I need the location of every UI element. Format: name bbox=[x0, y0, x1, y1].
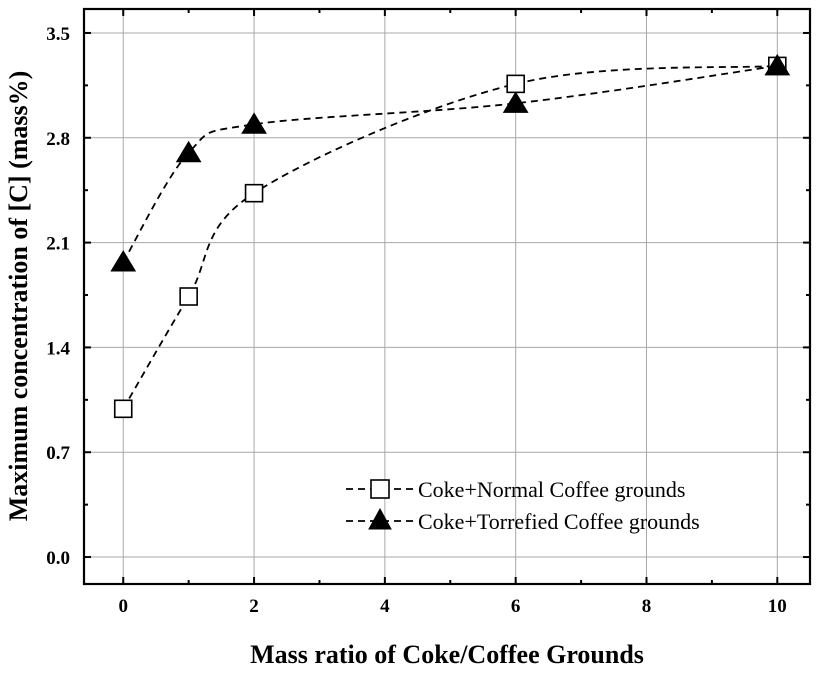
series-line-torrefied bbox=[122, 65, 778, 263]
x-tick-label: 0 bbox=[118, 596, 128, 617]
data-point-torrefied bbox=[175, 140, 202, 163]
data-point-torrefied bbox=[502, 91, 529, 113]
plot-frame bbox=[82, 7, 812, 586]
x-tick-label: 8 bbox=[642, 596, 652, 617]
x-tick-label: 2 bbox=[249, 596, 259, 617]
legend: Coke+Normal Coffee grounds Coke+Torrefie… bbox=[346, 477, 700, 534]
data-point-normal bbox=[506, 74, 525, 94]
series-line-normal bbox=[122, 65, 778, 410]
x-tick-label: 4 bbox=[380, 596, 390, 617]
y-tick-label: 2.1 bbox=[46, 234, 70, 255]
y-axis-title: Maximum concentration of [C] (mass%) bbox=[4, 71, 33, 522]
legend-marker-torrefied bbox=[368, 507, 392, 530]
data-point-normal bbox=[179, 287, 198, 306]
data-point-normal bbox=[244, 183, 264, 203]
grid-lines bbox=[84, 9, 810, 584]
x-tick-label: 6 bbox=[511, 596, 521, 617]
y-tick-label: 2.8 bbox=[46, 129, 70, 150]
y-tick-label: 3.5 bbox=[46, 24, 70, 45]
data-point-normal bbox=[113, 399, 133, 419]
data-point-torrefied bbox=[764, 53, 791, 76]
series-layer bbox=[110, 53, 791, 419]
y-tick-label: 0.0 bbox=[46, 548, 70, 569]
y-tick-label: 0.7 bbox=[46, 443, 70, 464]
data-point-torrefied bbox=[110, 250, 137, 272]
x-tick-label: 10 bbox=[768, 596, 787, 617]
data-point-torrefied bbox=[241, 112, 267, 134]
legend-marker-normal bbox=[370, 479, 390, 499]
y-tick-label: 1.4 bbox=[46, 338, 70, 359]
legend-label-normal: Coke+Normal Coffee grounds bbox=[418, 477, 685, 502]
x-axis-title: Mass ratio of Coke/Coffee Grounds bbox=[250, 640, 644, 669]
axis-ticks: 0 2 4 6 8 10 0.0 0.7 1.4 2.1 2.8 3.5 bbox=[46, 9, 810, 617]
legend-label-torrefied: Coke+Torrefied Coffee grounds bbox=[418, 509, 700, 534]
